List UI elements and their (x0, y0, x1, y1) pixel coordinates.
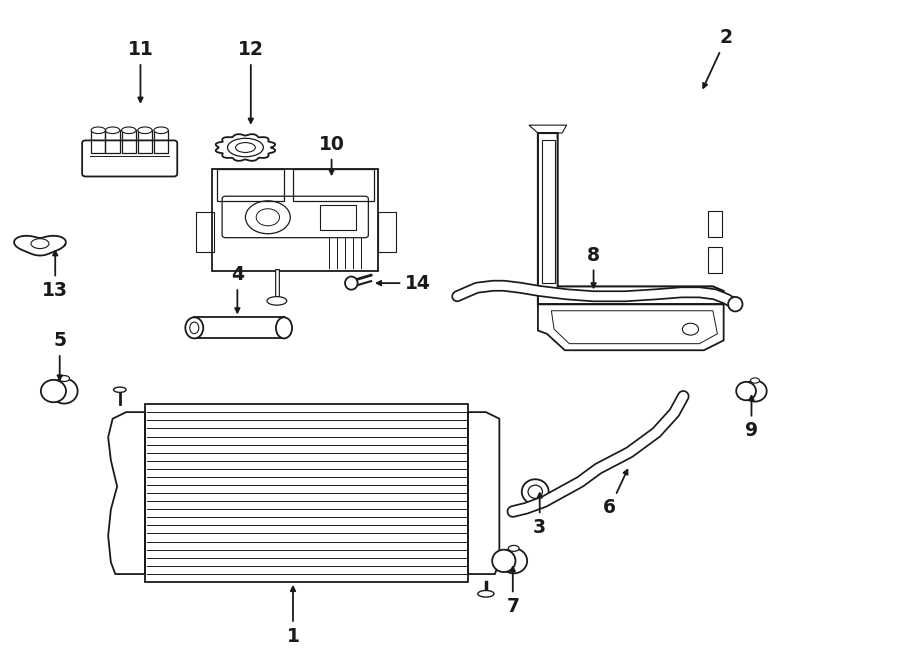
Text: 3: 3 (533, 493, 546, 537)
Text: 6: 6 (603, 470, 627, 518)
Ellipse shape (276, 317, 292, 338)
Bar (91, 130, 105, 153)
Bar (708, 247, 722, 273)
Ellipse shape (228, 138, 264, 157)
Bar (293, 169, 374, 201)
Ellipse shape (154, 127, 168, 134)
Ellipse shape (528, 485, 543, 498)
Ellipse shape (478, 590, 494, 597)
Ellipse shape (50, 379, 77, 404)
Ellipse shape (267, 297, 287, 305)
Bar (138, 130, 152, 153)
Ellipse shape (40, 380, 66, 403)
Ellipse shape (122, 127, 136, 134)
Text: 9: 9 (745, 396, 758, 440)
Text: 13: 13 (42, 251, 68, 300)
Text: 10: 10 (319, 135, 345, 175)
Bar (145, 405, 468, 582)
Text: 2: 2 (703, 28, 733, 88)
Bar (105, 130, 120, 153)
Ellipse shape (728, 297, 742, 311)
Bar (378, 212, 396, 252)
Ellipse shape (91, 127, 105, 134)
Ellipse shape (508, 545, 519, 551)
Text: 5: 5 (53, 331, 67, 379)
Text: 8: 8 (587, 246, 600, 288)
Ellipse shape (345, 276, 357, 290)
Ellipse shape (138, 127, 152, 134)
Text: 12: 12 (238, 40, 264, 123)
Ellipse shape (743, 381, 767, 402)
Bar (708, 211, 722, 237)
Text: 11: 11 (128, 40, 153, 102)
Ellipse shape (751, 378, 760, 383)
Text: 7: 7 (507, 567, 519, 616)
Text: 14: 14 (377, 274, 431, 293)
Bar (320, 206, 356, 231)
Text: 4: 4 (231, 266, 244, 313)
Text: 1: 1 (286, 587, 300, 646)
Ellipse shape (492, 550, 516, 572)
Ellipse shape (105, 127, 120, 134)
Ellipse shape (190, 322, 199, 334)
Ellipse shape (31, 239, 49, 249)
Ellipse shape (522, 479, 549, 504)
Ellipse shape (500, 549, 527, 573)
Ellipse shape (736, 382, 756, 401)
Ellipse shape (58, 375, 69, 381)
Ellipse shape (185, 317, 203, 338)
Ellipse shape (113, 387, 126, 393)
Bar (196, 212, 214, 252)
Ellipse shape (236, 143, 256, 153)
Bar (217, 169, 284, 201)
Bar (122, 130, 136, 153)
Bar (154, 130, 168, 153)
